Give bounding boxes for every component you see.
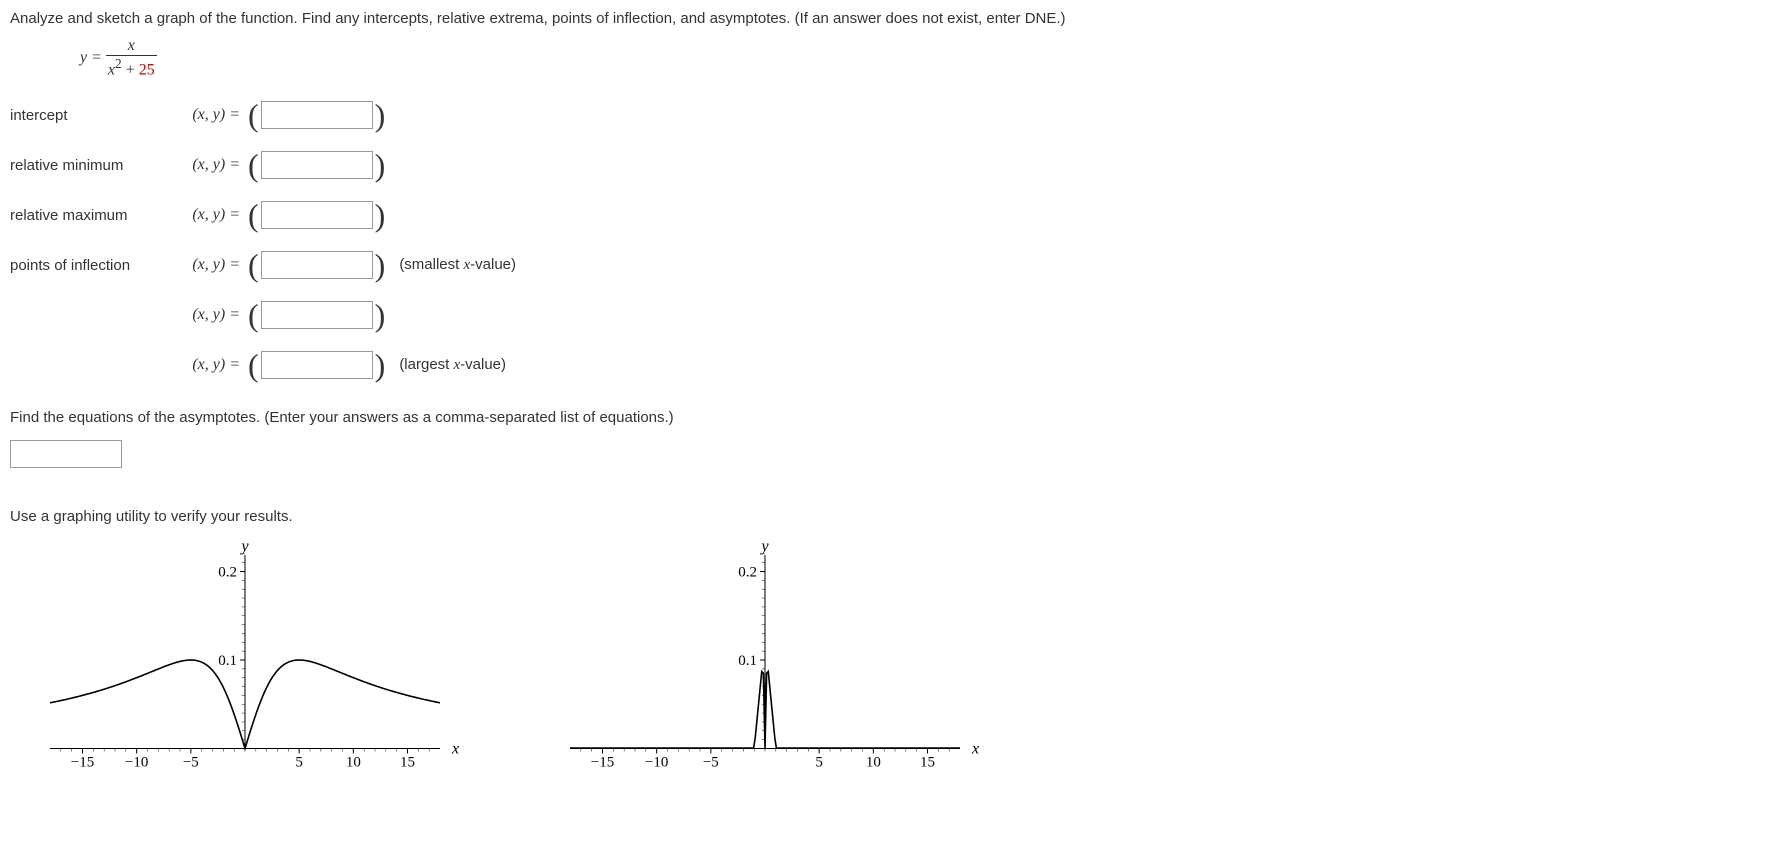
svg-text:x: x	[971, 741, 979, 758]
svg-text:5: 5	[295, 755, 303, 771]
verify-prompt: Use a graphing utility to verify your re…	[10, 508, 1776, 525]
rparen-icon: )	[373, 249, 388, 281]
svg-text:−10: −10	[645, 755, 668, 771]
svg-text:0.1: 0.1	[738, 653, 757, 669]
row-inflect-3: (x, y) = ( ) (largest x-value)	[10, 349, 1776, 381]
svg-text:5: 5	[815, 755, 823, 771]
xy-inflect1: (x, y) =	[180, 256, 246, 274]
relmin-input[interactable]	[261, 151, 373, 179]
lparen-icon: (	[246, 99, 261, 131]
lparen-icon: (	[246, 349, 261, 381]
svg-text:y: y	[759, 538, 769, 555]
svg-text:0.2: 0.2	[218, 565, 237, 581]
lparen-icon: (	[246, 199, 261, 231]
asymptote-prompt: Find the equations of the asymptotes. (E…	[10, 409, 1776, 426]
function-equation: y = x x2 + 25	[80, 37, 1776, 79]
asymptote-input[interactable]	[10, 440, 122, 468]
svg-text:10: 10	[346, 755, 361, 771]
inflect2-input[interactable]	[261, 301, 373, 329]
eq-numerator: x	[106, 37, 157, 56]
xy-intercept: (x, y) =	[180, 106, 246, 124]
row-relmin: relative minimum (x, y) = ( )	[10, 149, 1776, 181]
xy-inflect3: (x, y) =	[180, 356, 246, 374]
row-relmax: relative maximum (x, y) = ( )	[10, 199, 1776, 231]
svg-text:−15: −15	[71, 755, 94, 771]
label-relmax: relative maximum	[10, 207, 180, 224]
rparen-icon: )	[373, 349, 388, 381]
note-smallest: (smallest x-value)	[399, 256, 516, 274]
inflect3-input[interactable]	[261, 351, 373, 379]
svg-text:0.1: 0.1	[218, 653, 237, 669]
row-inflect-1: points of inflection (x, y) = ( ) (small…	[10, 249, 1776, 281]
svg-text:x: x	[451, 741, 459, 758]
rparen-icon: )	[373, 149, 388, 181]
chart-b: y x 0.1 0.2 −15 −10 −5 5 10 15	[530, 535, 990, 805]
intercept-input[interactable]	[261, 101, 373, 129]
rparen-icon: )	[373, 199, 388, 231]
xy-inflect2: (x, y) =	[180, 306, 246, 324]
lparen-icon: (	[246, 249, 261, 281]
chart-row: y x 0.1 0.2 −15 −10 −5 5 10 15 y x 0.1 0.2 −15 −10 −5 5 1…	[10, 535, 1776, 805]
svg-text:y: y	[239, 538, 249, 555]
label-inflect: points of inflection	[10, 257, 180, 274]
row-intercept: intercept (x, y) = ( )	[10, 99, 1776, 131]
chart-a: y x 0.1 0.2 −15 −10 −5 5 10 15	[10, 535, 470, 805]
note-largest: (largest x-value)	[399, 356, 506, 374]
xy-relmin: (x, y) =	[180, 156, 246, 174]
relmax-input[interactable]	[261, 201, 373, 229]
answer-rows: intercept (x, y) = ( ) relative minimum …	[10, 99, 1776, 381]
svg-text:−5: −5	[703, 755, 719, 771]
svg-text:0.2: 0.2	[738, 565, 757, 581]
eq-lhs: y =	[80, 49, 106, 66]
svg-text:15: 15	[400, 755, 415, 771]
xy-relmax: (x, y) =	[180, 206, 246, 224]
svg-text:−15: −15	[591, 755, 614, 771]
problem-prompt: Analyze and sketch a graph of the functi…	[10, 10, 1776, 27]
label-relmin: relative minimum	[10, 157, 180, 174]
lparen-icon: (	[246, 299, 261, 331]
svg-text:15: 15	[920, 755, 935, 771]
svg-text:−10: −10	[125, 755, 148, 771]
rparen-icon: )	[373, 299, 388, 331]
label-intercept: intercept	[10, 107, 180, 124]
lparen-icon: (	[246, 149, 261, 181]
svg-text:10: 10	[866, 755, 881, 771]
rparen-icon: )	[373, 99, 388, 131]
svg-text:−5: −5	[183, 755, 199, 771]
row-inflect-2: (x, y) = ( )	[10, 299, 1776, 331]
eq-fraction: x x2 + 25	[106, 37, 157, 79]
eq-denominator: x2 + 25	[106, 56, 157, 79]
inflect1-input[interactable]	[261, 251, 373, 279]
